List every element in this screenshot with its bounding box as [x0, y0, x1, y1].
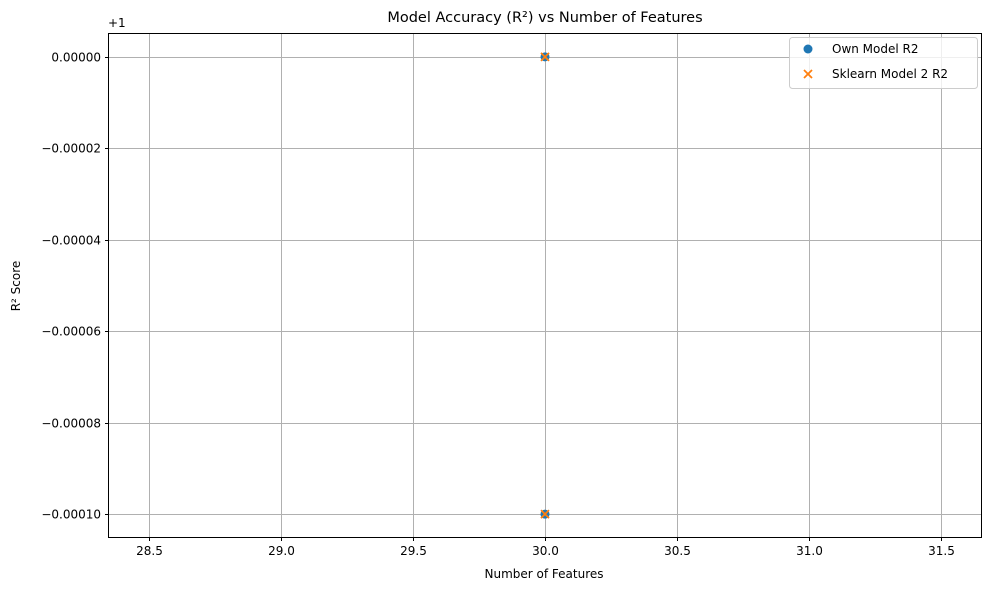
legend-box — [789, 37, 978, 89]
y-tick-label: −0.00004 — [41, 234, 101, 248]
legend-label-sklearn-model: Sklearn Model 2 R2 — [832, 67, 948, 81]
data-points — [540, 52, 550, 519]
legend: Own Model R2 Sklearn Model 2 R2 — [789, 37, 978, 89]
x-tick-label: 30.5 — [664, 544, 691, 558]
legend-label-own-model: Own Model R2 — [832, 42, 919, 56]
y-tick-label: −0.00008 — [41, 417, 101, 431]
legend-marker-sklearn-model — [803, 69, 813, 79]
axis-ticks: 28.5 29.0 29.5 30.0 30.5 31.0 31.5 0.00000 −0.00… — [41, 51, 955, 559]
data-point-sklearn-model — [540, 509, 550, 519]
x-tick-label: 29.0 — [268, 544, 295, 558]
y-tick-label: −0.00006 — [41, 325, 101, 339]
grid — [109, 34, 981, 537]
chart-title: Model Accuracy (R²) vs Number of Feature… — [387, 10, 702, 26]
x-tick-label: 30.0 — [532, 544, 559, 558]
x-tick-label: 31.5 — [928, 544, 955, 558]
x-tick-label: 29.5 — [400, 544, 427, 558]
y-offset-text: +1 — [108, 16, 126, 30]
y-tick-label: −0.00002 — [41, 142, 101, 156]
x-tick-label: 31.0 — [796, 544, 823, 558]
x-tick-label: 28.5 — [136, 544, 163, 558]
y-axis-label: R² Score — [9, 261, 23, 312]
x-axis-label: Number of Features — [485, 567, 604, 581]
y-tick-label: 0.00000 — [51, 51, 101, 65]
y-tick-label: −0.00010 — [41, 508, 101, 522]
plot-frame — [108, 33, 982, 538]
data-point-sklearn-model — [540, 52, 550, 62]
legend-marker-own-model — [803, 44, 813, 54]
